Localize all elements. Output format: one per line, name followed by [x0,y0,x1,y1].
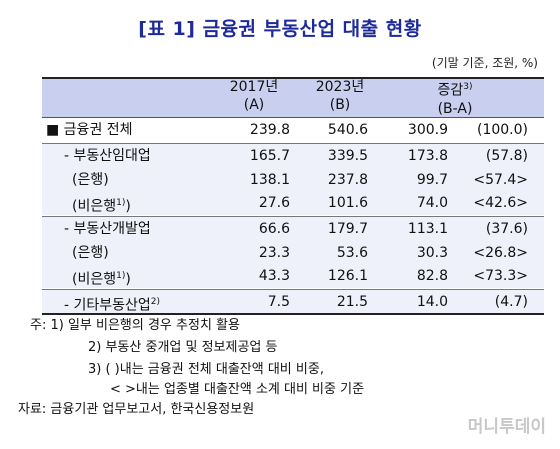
row-label: (은행) [72,243,109,263]
header-2023-tag: (B) [329,97,351,113]
cell-change: 300.9 [407,122,448,138]
row-label-text: ■ 금융권 전체 [46,122,133,138]
row-label: ■ 금융권 전체 [46,120,133,140]
row-label: - 부동산개발업 [64,219,151,239]
cell-2023: 540.6 [327,122,368,138]
header-top-rule [42,77,544,79]
cell-2017: 165.7 [249,148,290,164]
header-2017: 2017년 (A) [214,78,294,114]
cell-2017: 138.1 [249,172,290,188]
cell-2023: 21.5 [336,294,368,310]
cell-change: 99.7 [416,172,448,188]
cell-share: <42.6> [473,195,528,211]
row-label-text: - 부동산개발업 [64,221,151,237]
cell-2023: 339.5 [327,148,368,164]
cell-change: 82.8 [416,268,448,284]
footnote-2: 2) 부동산 중개업 및 정보제공업 등 [88,340,278,355]
footnote-1: 주: 1) 일부 비은행의 경우 추정치 활용 [30,318,240,333]
cell-share: (4.7) [494,294,528,310]
row-label: - 기타부동산업2) [64,292,160,316]
header-bottom-rule [42,117,544,118]
row-label-text: (은행) [72,245,109,261]
row-label-close: ) [125,271,131,288]
group-other-bg [42,289,544,313]
row-label: (비은행1)) [72,266,131,290]
row-label: (비은행1)) [72,193,131,217]
header-change-sup: 3) [463,82,473,92]
header-change-tag: (B-A) [437,100,473,117]
row-label-text: (은행) [72,172,109,188]
group-rental-bg [42,143,544,215]
row-label: - 부동산임대업 [64,146,151,166]
row-rule [42,289,544,290]
row-label-text: - 부동산임대업 [64,148,151,164]
row-label-close: ) [125,198,131,215]
header-change: 증감3) (B-A) [400,78,510,118]
cell-change: 113.1 [407,221,448,237]
cell-share: <73.3> [473,268,528,284]
row-label-text: (비은행 [72,271,117,288]
header-2017-year: 2017년 [229,79,279,95]
cell-2023: 179.7 [327,221,368,237]
cell-2023: 53.6 [336,245,368,261]
unit-note: (기말 기준, 조원, %) [431,56,538,70]
cell-2017: 239.8 [249,122,290,138]
cell-share: <26.8> [473,245,528,261]
cell-share: (57.8) [485,148,528,164]
table-bottom-rule [42,313,544,315]
cell-2017: 66.6 [258,221,290,237]
cell-2023: 101.6 [327,195,368,211]
table-header-bg [42,77,544,117]
footnote-3: 3) ( )내는 금융권 전체 대출잔액 대비 비중, [88,362,324,377]
watermark-logo: 머니투데이 [467,417,546,437]
footnote-3-cont: < >내는 업종별 대출잔액 소계 대비 비중 기준 [110,382,365,397]
cell-2017: 27.6 [258,195,290,211]
cell-share: (37.6) [485,221,528,237]
header-2023-year: 2023년 [315,79,365,95]
cell-share: (100.0) [476,122,528,138]
row-rule [42,143,544,144]
table-title: [표 1] 금융권 부동산업 대출 현황 [138,18,422,40]
cell-2023: 126.1 [327,268,368,284]
row-label-text: (비은행 [72,198,117,215]
header-2023: 2023년 (B) [300,78,380,114]
header-change-label: 증감 [437,82,464,99]
cell-change: 30.3 [416,245,448,261]
row-label-text: - 기타부동산업 [64,297,151,314]
cell-change: 74.0 [416,195,448,211]
row-rule [42,216,544,217]
row-label-sup: 1) [116,271,126,281]
cell-change: 14.0 [416,294,448,310]
cell-share: <57.4> [473,172,528,188]
row-label-sup: 2) [150,297,161,307]
cell-2017: 7.5 [267,294,290,310]
header-2017-tag: (A) [243,97,265,113]
group-development-bg [42,216,544,288]
row-label-sup: 1) [116,198,126,208]
cell-2017: 23.3 [258,245,290,261]
row-label: (은행) [72,170,109,190]
cell-2017: 43.3 [258,268,290,284]
cell-2023: 237.8 [327,172,368,188]
cell-change: 173.8 [407,148,448,164]
source-note: 자료: 금융기관 업무보고서, 한국신용정보원 [18,402,255,417]
